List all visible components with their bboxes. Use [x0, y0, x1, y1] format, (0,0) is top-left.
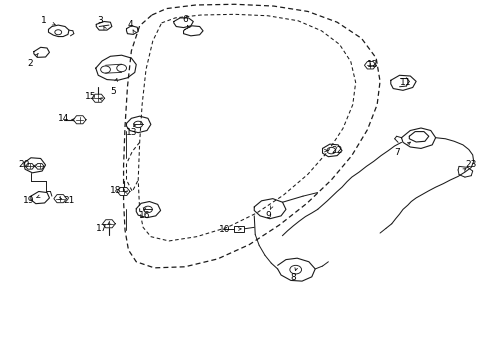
Text: 9: 9: [264, 211, 270, 220]
Text: 16: 16: [139, 211, 150, 220]
Text: 8: 8: [290, 273, 296, 282]
Text: 6: 6: [182, 15, 187, 24]
Text: 20: 20: [19, 161, 30, 170]
Text: 1: 1: [41, 16, 46, 25]
Text: 14: 14: [58, 114, 70, 123]
Text: 17: 17: [96, 224, 108, 233]
Text: 13: 13: [125, 128, 137, 137]
Text: 23: 23: [465, 161, 476, 170]
Text: 2: 2: [27, 59, 33, 68]
Text: 10: 10: [219, 225, 230, 234]
Text: 11: 11: [399, 78, 410, 87]
Text: 3: 3: [98, 16, 103, 25]
Text: 21: 21: [63, 196, 75, 205]
Bar: [233, 226, 244, 232]
Text: 15: 15: [85, 92, 97, 101]
Text: 12: 12: [366, 60, 377, 69]
Text: 7: 7: [393, 148, 399, 157]
Text: 22: 22: [331, 146, 342, 155]
Text: 19: 19: [23, 196, 35, 205]
Text: 4: 4: [127, 19, 132, 28]
Text: 18: 18: [109, 185, 121, 194]
Text: 5: 5: [110, 86, 116, 95]
